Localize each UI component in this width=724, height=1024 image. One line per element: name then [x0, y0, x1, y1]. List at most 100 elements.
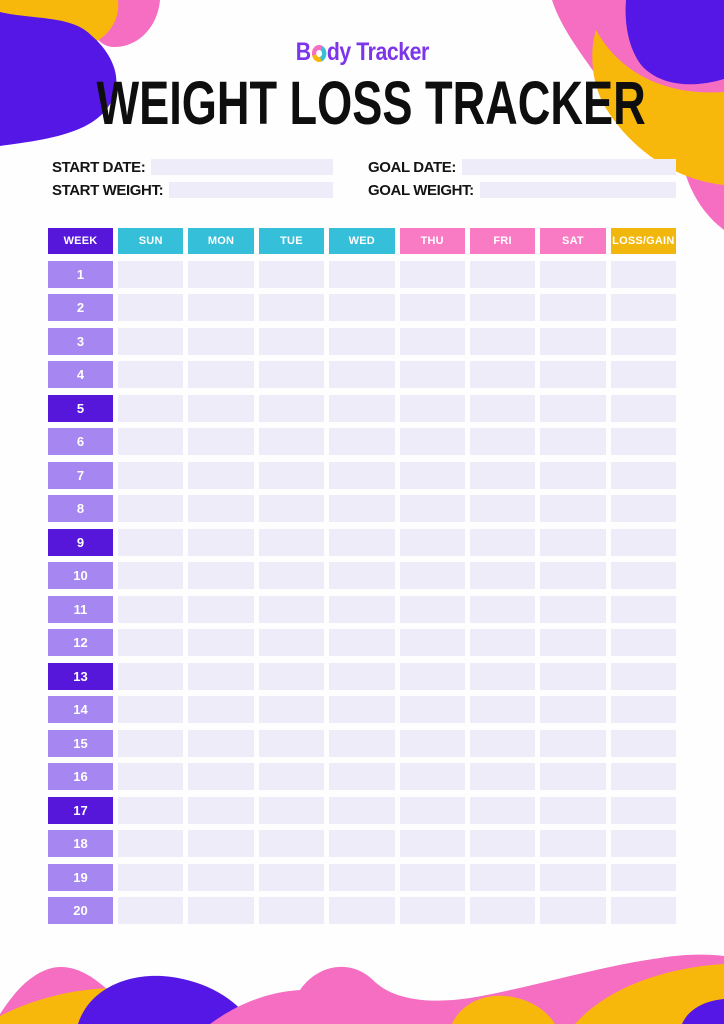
entry-cell-week9-tue[interactable]: [258, 528, 325, 556]
entry-cell-week3-wed[interactable]: [329, 327, 395, 355]
entry-cell-week2-sun[interactable]: [118, 294, 184, 321]
entry-cell-week2-fri[interactable]: [469, 294, 536, 321]
entry-cell-week17-sun[interactable]: [118, 796, 184, 824]
entry-cell-week9-fri[interactable]: [469, 528, 536, 556]
entry-cell-week3-loss-gain[interactable]: [610, 327, 676, 355]
entry-cell-week3-sat[interactable]: [540, 327, 606, 355]
entry-cell-week1-thu[interactable]: [399, 260, 465, 288]
entry-cell-week8-thu[interactable]: [399, 495, 465, 522]
entry-cell-week2-tue[interactable]: [258, 294, 325, 321]
entry-cell-week14-sun[interactable]: [118, 696, 184, 723]
entry-cell-week15-fri[interactable]: [469, 729, 536, 757]
entry-cell-week5-fri[interactable]: [469, 394, 536, 422]
entry-cell-week17-wed[interactable]: [329, 796, 395, 824]
entry-cell-week11-sat[interactable]: [540, 595, 606, 623]
entry-cell-week3-fri[interactable]: [469, 327, 536, 355]
entry-cell-week7-sun[interactable]: [118, 461, 184, 489]
entry-cell-week19-tue[interactable]: [258, 863, 325, 891]
entry-cell-week2-wed[interactable]: [329, 294, 395, 321]
entry-cell-week18-sun[interactable]: [118, 830, 184, 857]
entry-cell-week8-mon[interactable]: [188, 495, 254, 522]
entry-cell-week19-sun[interactable]: [118, 863, 184, 891]
entry-cell-week3-sun[interactable]: [118, 327, 184, 355]
entry-cell-week14-thu[interactable]: [399, 696, 465, 723]
entry-cell-week20-mon[interactable]: [188, 897, 254, 924]
entry-cell-week1-mon[interactable]: [188, 260, 254, 288]
entry-cell-week8-sun[interactable]: [118, 495, 184, 522]
entry-cell-week9-thu[interactable]: [399, 528, 465, 556]
goal-weight-input[interactable]: [479, 182, 676, 198]
entry-cell-week18-mon[interactable]: [188, 830, 254, 857]
entry-cell-week16-loss-gain[interactable]: [610, 763, 676, 790]
entry-cell-week5-thu[interactable]: [399, 394, 465, 422]
entry-cell-week8-loss-gain[interactable]: [610, 495, 676, 522]
entry-cell-week10-sat[interactable]: [540, 562, 606, 589]
entry-cell-week15-sun[interactable]: [118, 729, 184, 757]
goal-date-input[interactable]: [461, 159, 676, 175]
entry-cell-week14-wed[interactable]: [329, 696, 395, 723]
entry-cell-week14-sat[interactable]: [540, 696, 606, 723]
entry-cell-week7-sat[interactable]: [540, 461, 606, 489]
entry-cell-week13-wed[interactable]: [329, 662, 395, 690]
entry-cell-week10-loss-gain[interactable]: [610, 562, 676, 589]
entry-cell-week20-wed[interactable]: [329, 897, 395, 924]
entry-cell-week13-fri[interactable]: [469, 662, 536, 690]
entry-cell-week3-mon[interactable]: [188, 327, 254, 355]
entry-cell-week16-wed[interactable]: [329, 763, 395, 790]
entry-cell-week5-loss-gain[interactable]: [610, 394, 676, 422]
entry-cell-week3-thu[interactable]: [399, 327, 465, 355]
entry-cell-week20-sun[interactable]: [118, 897, 184, 924]
entry-cell-week6-loss-gain[interactable]: [610, 428, 676, 455]
entry-cell-week7-mon[interactable]: [188, 461, 254, 489]
entry-cell-week7-thu[interactable]: [399, 461, 465, 489]
entry-cell-week7-tue[interactable]: [258, 461, 325, 489]
entry-cell-week6-tue[interactable]: [258, 428, 325, 455]
entry-cell-week2-thu[interactable]: [399, 294, 465, 321]
entry-cell-week17-sat[interactable]: [540, 796, 606, 824]
entry-cell-week1-tue[interactable]: [258, 260, 325, 288]
entry-cell-week14-fri[interactable]: [469, 696, 536, 723]
entry-cell-week16-mon[interactable]: [188, 763, 254, 790]
entry-cell-week12-sat[interactable]: [540, 629, 606, 656]
entry-cell-week16-fri[interactable]: [469, 763, 536, 790]
entry-cell-week17-thu[interactable]: [399, 796, 465, 824]
entry-cell-week15-sat[interactable]: [540, 729, 606, 757]
entry-cell-week17-loss-gain[interactable]: [610, 796, 676, 824]
entry-cell-week9-loss-gain[interactable]: [610, 528, 676, 556]
entry-cell-week9-mon[interactable]: [188, 528, 254, 556]
entry-cell-week4-loss-gain[interactable]: [610, 361, 676, 388]
entry-cell-week11-mon[interactable]: [188, 595, 254, 623]
entry-cell-week11-fri[interactable]: [469, 595, 536, 623]
entry-cell-week8-wed[interactable]: [329, 495, 395, 522]
entry-cell-week20-tue[interactable]: [258, 897, 325, 924]
entry-cell-week20-loss-gain[interactable]: [610, 897, 676, 924]
entry-cell-week6-sun[interactable]: [118, 428, 184, 455]
entry-cell-week16-tue[interactable]: [258, 763, 325, 790]
entry-cell-week13-thu[interactable]: [399, 662, 465, 690]
entry-cell-week12-thu[interactable]: [399, 629, 465, 656]
entry-cell-week15-thu[interactable]: [399, 729, 465, 757]
entry-cell-week18-loss-gain[interactable]: [610, 830, 676, 857]
start-date-input[interactable]: [151, 159, 333, 175]
entry-cell-week9-wed[interactable]: [329, 528, 395, 556]
entry-cell-week20-thu[interactable]: [399, 897, 465, 924]
entry-cell-week13-loss-gain[interactable]: [610, 662, 676, 690]
entry-cell-week19-thu[interactable]: [399, 863, 465, 891]
entry-cell-week12-sun[interactable]: [118, 629, 184, 656]
entry-cell-week17-fri[interactable]: [469, 796, 536, 824]
entry-cell-week4-sat[interactable]: [540, 361, 606, 388]
entry-cell-week6-fri[interactable]: [469, 428, 536, 455]
entry-cell-week17-tue[interactable]: [258, 796, 325, 824]
entry-cell-week4-thu[interactable]: [399, 361, 465, 388]
entry-cell-week18-thu[interactable]: [399, 830, 465, 857]
entry-cell-week1-loss-gain[interactable]: [610, 260, 676, 288]
entry-cell-week9-sun[interactable]: [118, 528, 184, 556]
entry-cell-week13-tue[interactable]: [258, 662, 325, 690]
entry-cell-week10-mon[interactable]: [188, 562, 254, 589]
entry-cell-week4-tue[interactable]: [258, 361, 325, 388]
entry-cell-week10-thu[interactable]: [399, 562, 465, 589]
entry-cell-week10-tue[interactable]: [258, 562, 325, 589]
entry-cell-week1-sun[interactable]: [118, 260, 184, 288]
entry-cell-week6-wed[interactable]: [329, 428, 395, 455]
entry-cell-week15-loss-gain[interactable]: [610, 729, 676, 757]
